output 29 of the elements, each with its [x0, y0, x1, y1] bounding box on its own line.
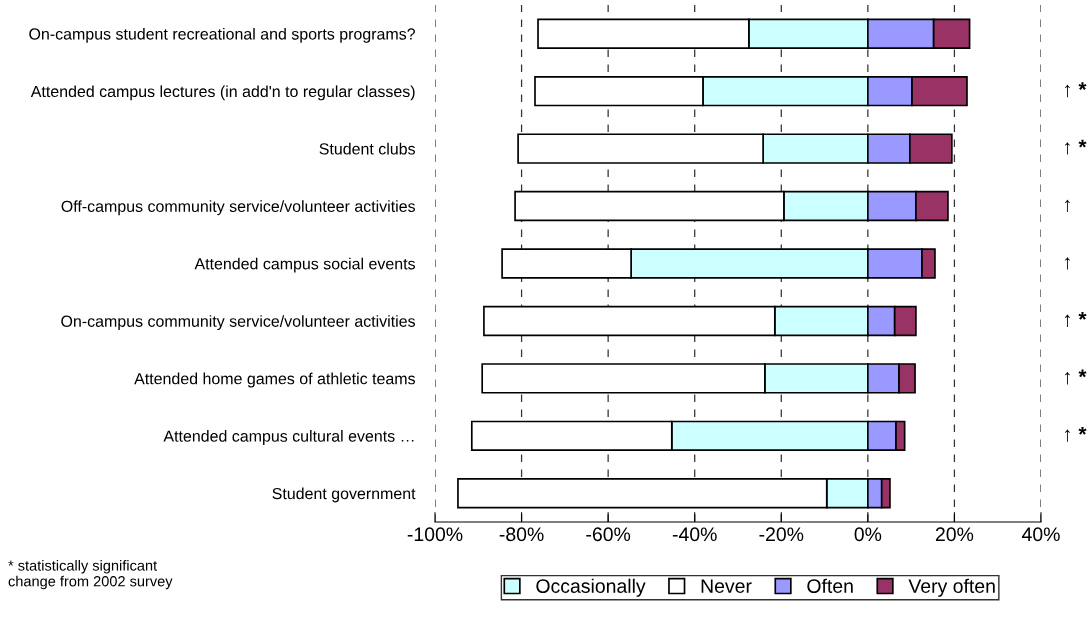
legend-label: Very often [908, 578, 995, 597]
text: ↑ * [1064, 82, 1087, 98]
y-tick-label: Student government [272, 487, 416, 503]
text: ↑ * [1064, 369, 1087, 385]
y-tick-label: Attended campus cultural events … [163, 430, 414, 445]
y-tick-label: On-campus student recreational and sports programs? [29, 27, 415, 43]
legend-label: Never [701, 579, 752, 593]
x-tick-label: -100% [407, 527, 463, 542]
text: ↑ * [1064, 426, 1087, 442]
text: ↑ [1064, 257, 1070, 270]
legend-label: Occasionally [536, 578, 646, 597]
y-tick-label: Attended campus social events [194, 257, 415, 273]
y-tick-label: Student clubs [319, 142, 415, 155]
y-tick-label: Off-campus community service/volunteer activities [61, 200, 415, 216]
x-tick-label: -60% [586, 527, 631, 542]
y-tick-label: On-campus community service/volunteer activities [61, 315, 415, 331]
text: ↑ * [1064, 312, 1087, 327]
x-tick-label: -20% [759, 527, 804, 542]
y-tick-label: Attended campus lectures (in add'n to regular classes) [30, 85, 415, 101]
text: ↑ [1064, 199, 1070, 213]
x-tick-label: -40% [672, 527, 717, 542]
y-tick-label: Attended home games of athletic teams [134, 372, 415, 388]
text: ↑ * [1064, 139, 1087, 155]
x-tick-label: -80% [499, 527, 544, 542]
x-tick-label: 0% [854, 527, 882, 542]
x-tick-label: 40% [1021, 527, 1060, 542]
text: * statistically significant change from 2002 survey [8, 560, 173, 590]
x-tick-label: 20% [935, 527, 974, 542]
legend-label: Often [807, 578, 853, 593]
